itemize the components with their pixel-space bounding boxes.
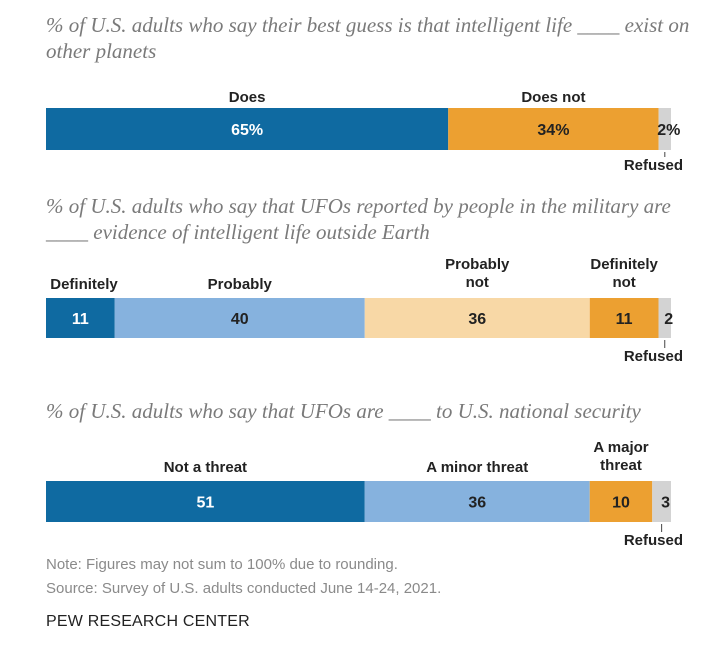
bar-segment-probably-not (364, 298, 590, 338)
value-label: 10 (612, 495, 630, 512)
value-label: 40 (231, 311, 249, 328)
refused-label: Refused (624, 532, 683, 549)
chart-1: 65% Does 34% Does not 2% Refused (46, 89, 683, 174)
chart-2-title: % of U.S. adults who say that UFOs repor… (46, 194, 671, 244)
category-label: A major threat (593, 439, 648, 474)
brand-label: PEW RESEARCH CENTER (46, 613, 250, 630)
bar-segment-definitely (46, 298, 115, 338)
footnote: Note: Figures may not sum to 100% due to… (46, 556, 398, 573)
category-label: A minor threat (426, 459, 528, 476)
bar-segment-does (46, 108, 449, 150)
chart-3-title: % of U.S. adults who say that UFOs are _… (46, 399, 641, 423)
value-label: 36 (468, 311, 486, 328)
bar-segment-definitely-not (589, 298, 659, 338)
value-label: 34% (537, 122, 569, 139)
refused-label: Refused (624, 348, 683, 365)
chart-1-title: % of U.S. adults who say their best gues… (46, 13, 690, 63)
refused-label: Refused (624, 157, 683, 174)
bar-segment-does-not (448, 108, 659, 150)
value-label: 36 (468, 495, 486, 512)
bar-segment-refused (658, 108, 671, 150)
value-label: 2 (664, 311, 673, 328)
category-label: Probably (208, 276, 273, 293)
value-label: 2% (657, 122, 680, 139)
chart-2: 11 Definitely 40 Probably 36 Probably not 11 Def… (46, 256, 683, 365)
chart-3: 51 Not a threat 36 A minor threat 10 A major t… (46, 439, 683, 549)
category-label: Definitely (50, 276, 118, 293)
category-label: Probably not (445, 256, 510, 291)
category-label: Definitely not (590, 256, 658, 291)
value-label: 51 (196, 495, 214, 512)
bar-segment-probably (114, 298, 365, 338)
value-label: 11 (616, 311, 633, 328)
bar-segment-a-minor-threat (364, 481, 590, 522)
bar-segment-not-a-threat (46, 481, 365, 522)
bar-segment-a-major-threat (589, 481, 653, 522)
value-label: 3 (661, 495, 670, 512)
bar-segment-refused (652, 481, 671, 522)
category-label: Not a threat (164, 459, 247, 476)
value-label: 65% (231, 122, 263, 139)
category-label: Does not (521, 89, 585, 106)
category-label: Does (229, 89, 266, 106)
source-note: Source: Survey of U.S. adults conducted … (46, 580, 442, 597)
value-label: 11 (72, 311, 89, 328)
bar-segment-refused (658, 298, 671, 338)
